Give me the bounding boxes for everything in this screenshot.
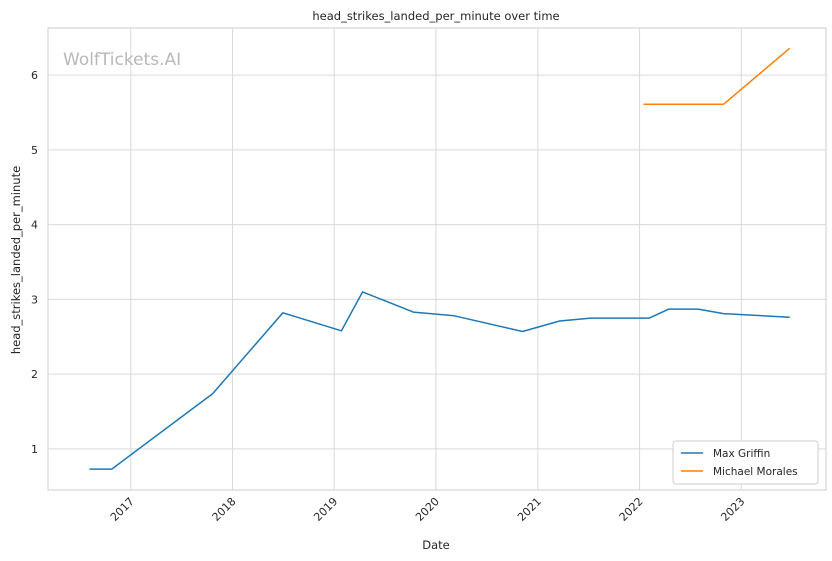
y-tick-label: 5 [31, 144, 38, 157]
y-tick-label: 2 [31, 368, 38, 381]
plot-area [47, 27, 827, 491]
series-line-max-griffin [89, 291, 790, 470]
x-gridlines [130, 28, 742, 490]
x-tick-label: 2019 [311, 495, 340, 524]
legend: Max Griffin Michael Morales [672, 440, 819, 485]
x-tick-label: 2023 [718, 495, 747, 524]
x-axis-label: Date [422, 538, 450, 552]
y-tick-labels: 1 2 3 4 5 6 [31, 69, 38, 456]
series-lines [89, 47, 791, 470]
y-axis-label: head_strikes_landed_per_minute [9, 166, 23, 354]
y-tick-label: 1 [31, 443, 38, 456]
series-line-michael-morales [643, 47, 791, 106]
y-gridlines [48, 74, 826, 450]
x-tick-label: 2020 [413, 495, 442, 524]
legend-label-michael-morales: Michael Morales [713, 466, 798, 478]
legend-label-max-griffin: Max Griffin [713, 448, 770, 460]
x-tick-label: 2017 [108, 495, 137, 524]
x-tick-label: 2018 [210, 495, 239, 524]
x-tick-label: 2021 [515, 495, 544, 524]
x-tick-labels: 2017 2018 2019 2020 2021 2022 2023 [108, 495, 748, 524]
chart-title: head_strikes_landed_per_minute over time [312, 9, 559, 23]
y-tick-label: 3 [31, 293, 38, 306]
watermark: WolfTickets.AI [63, 50, 181, 70]
x-tick-label: 2022 [617, 495, 646, 524]
legend-box [672, 440, 819, 485]
y-tick-label: 6 [31, 69, 38, 82]
y-tick-label: 4 [31, 219, 38, 232]
